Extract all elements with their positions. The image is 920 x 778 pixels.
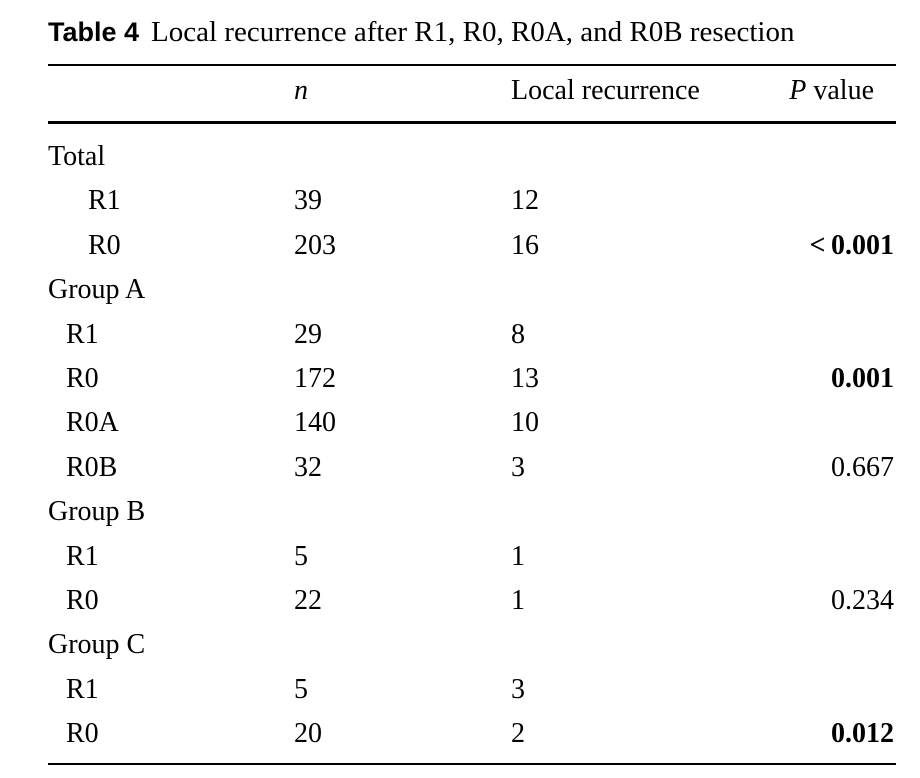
cell-n: 32 bbox=[294, 452, 322, 483]
cell-local-recurrence: 16 bbox=[511, 230, 539, 261]
cell-n: 5 bbox=[294, 674, 308, 705]
cell-local-recurrence: 3 bbox=[511, 674, 525, 705]
header-p-word: value bbox=[806, 75, 874, 106]
cell-n: 203 bbox=[294, 230, 336, 261]
cell-n: 5 bbox=[294, 541, 308, 572]
cell-p-value: < 0.001 bbox=[809, 230, 894, 261]
row-label: R0A bbox=[66, 407, 119, 438]
cell-p-value: 0.667 bbox=[831, 452, 894, 483]
group-label: Group B bbox=[48, 496, 146, 527]
cell-p-value: 0.001 bbox=[831, 363, 894, 394]
table-caption: Table 4 Local recurrence after R1, R0, R0… bbox=[48, 14, 794, 50]
header-p-value: P value bbox=[789, 74, 874, 108]
cell-n: 29 bbox=[294, 319, 322, 350]
bottom-rule bbox=[48, 763, 896, 765]
table-label: Table 4 bbox=[48, 17, 140, 47]
cell-local-recurrence: 1 bbox=[511, 585, 525, 616]
group-label: Total bbox=[48, 141, 106, 172]
row-label: R1 bbox=[66, 674, 99, 705]
cell-n: 39 bbox=[294, 185, 322, 216]
group-label: Group A bbox=[48, 274, 146, 305]
top-rule bbox=[48, 64, 896, 66]
row-label: R0 bbox=[66, 585, 99, 616]
cell-local-recurrence: 1 bbox=[511, 541, 525, 572]
header-n: n bbox=[294, 75, 308, 106]
header-rule bbox=[48, 121, 896, 124]
cell-n: 140 bbox=[294, 407, 336, 438]
group-label: Group C bbox=[48, 629, 146, 660]
cell-p-value: 0.012 bbox=[831, 718, 894, 749]
cell-local-recurrence: 13 bbox=[511, 363, 539, 394]
cell-local-recurrence: 2 bbox=[511, 718, 525, 749]
cell-local-recurrence: 8 bbox=[511, 319, 525, 350]
cell-n: 20 bbox=[294, 718, 322, 749]
header-p-letter: P bbox=[789, 75, 807, 106]
cell-p-value: 0.234 bbox=[831, 585, 894, 616]
header-local-recurrence: Local recurrence bbox=[511, 75, 700, 106]
cell-local-recurrence: 10 bbox=[511, 407, 539, 438]
cell-local-recurrence: 12 bbox=[511, 185, 539, 216]
row-label: R1 bbox=[66, 541, 99, 572]
cell-local-recurrence: 3 bbox=[511, 452, 525, 483]
row-label: R0B bbox=[66, 452, 118, 483]
cell-n: 22 bbox=[294, 585, 322, 616]
row-label: R0 bbox=[88, 230, 121, 261]
row-label: R1 bbox=[66, 319, 99, 350]
table-title: Local recurrence after R1, R0, R0A, and … bbox=[151, 16, 795, 48]
row-label: R0 bbox=[66, 363, 99, 394]
row-label: R1 bbox=[88, 185, 121, 216]
row-label: R0 bbox=[66, 718, 99, 749]
cell-n: 172 bbox=[294, 363, 336, 394]
